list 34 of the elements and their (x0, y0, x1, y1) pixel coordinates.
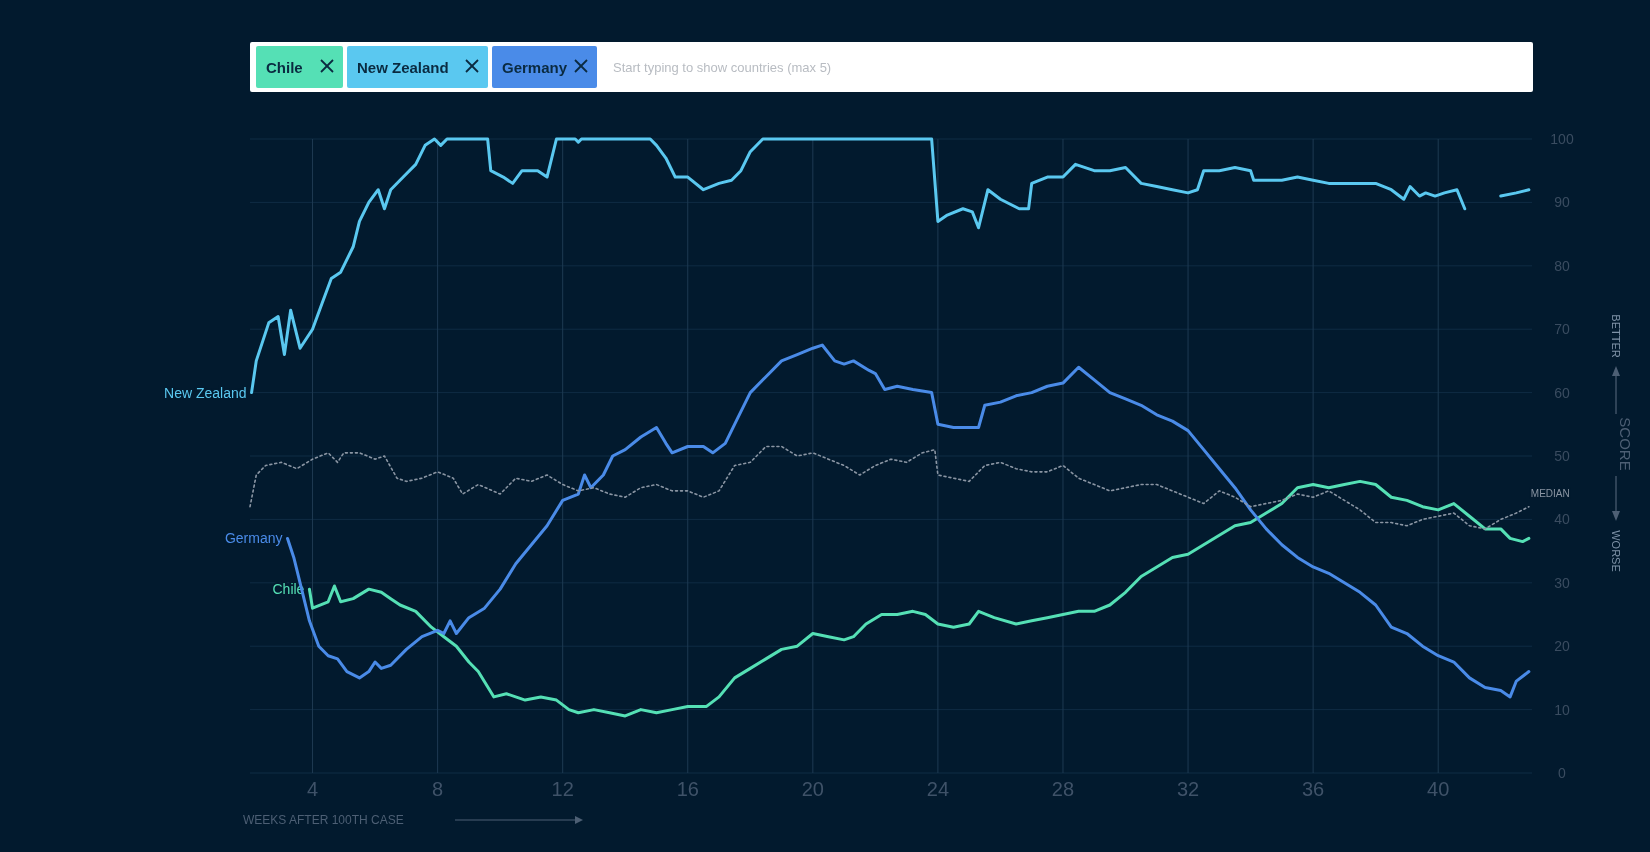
y-tick-label: 20 (1554, 638, 1570, 655)
text: BETTER (1610, 314, 1622, 358)
y-tick-label: 80 (1554, 257, 1570, 274)
line-series (249, 445, 1530, 530)
series-label: Germany (224, 530, 283, 547)
x-tick-label: 12 (551, 778, 574, 800)
text: New Zealand (357, 59, 449, 76)
y-axis-title: SCORE (1617, 417, 1634, 471)
x-tick-label: 36 (1302, 778, 1325, 800)
y-tick-label: 100 (1550, 131, 1574, 147)
y-tick-label: 60 (1554, 384, 1570, 401)
y-tick-label: 40 (1554, 511, 1570, 528)
text: WORSE (1610, 530, 1622, 572)
text: Chile (266, 59, 303, 76)
series-label: New Zealand (164, 384, 247, 401)
x-tick-label: 28 (1051, 778, 1075, 800)
x-axis-title: WEEKS AFTER 100TH CASE (243, 813, 404, 827)
y-tick-label: 50 (1554, 448, 1570, 464)
x-tick-label: 16 (676, 778, 699, 800)
x-tick-label: 4 (306, 778, 319, 800)
y-tick-label: 70 (1554, 321, 1570, 338)
y-tick-label: 10 (1554, 701, 1570, 718)
y-tick-label: 90 (1554, 194, 1570, 211)
y-tick-label: 30 (1554, 574, 1570, 591)
x-tick-label: 32 (1176, 778, 1200, 800)
x-tick-label: 40 (1427, 778, 1450, 800)
series-label: MEDIAN (1530, 487, 1570, 499)
line-series (307, 479, 1531, 718)
x-tick-label: 8 (432, 778, 444, 800)
text: Germany (502, 59, 568, 76)
x-tick-label: 20 (801, 778, 824, 800)
text: Start typing to show countries (max 5) (613, 60, 832, 75)
y-tick-label: 0 (1558, 765, 1567, 781)
x-tick-label: 24 (926, 778, 950, 800)
